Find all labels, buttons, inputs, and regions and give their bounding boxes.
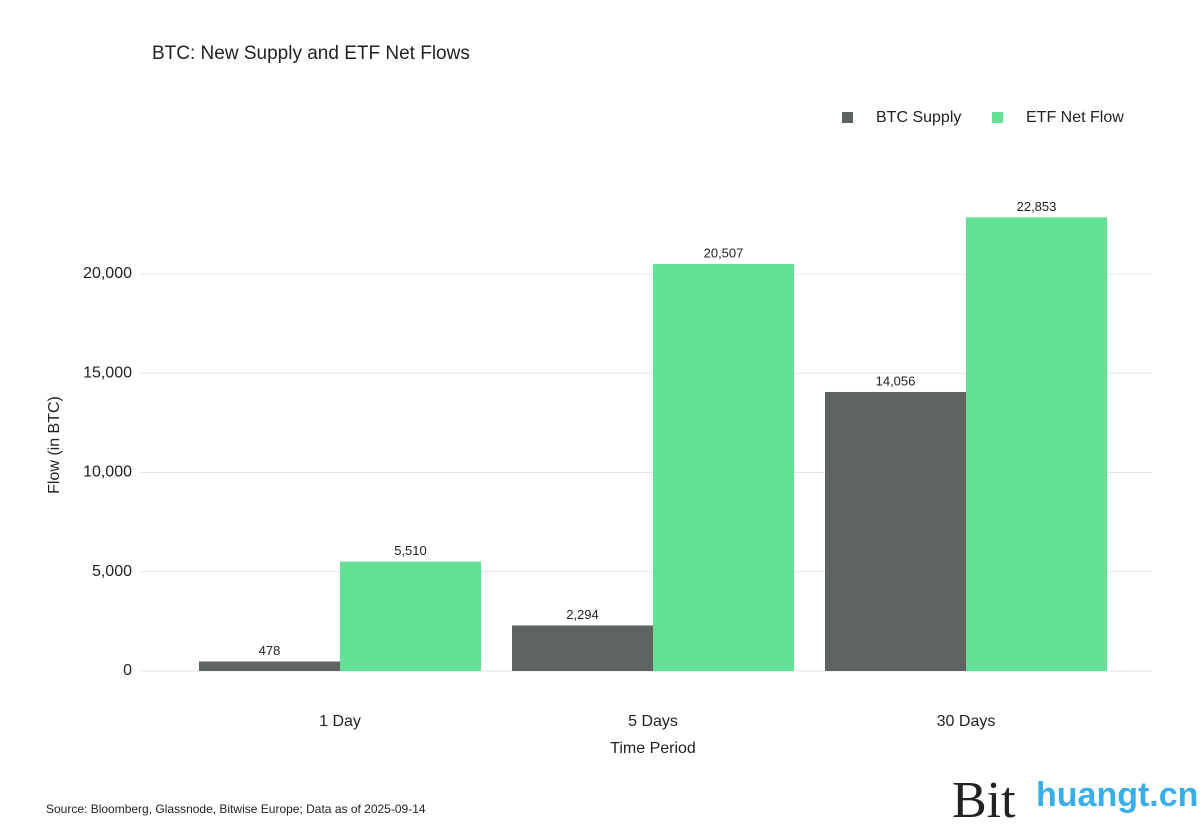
x-tick-label: 30 Days bbox=[937, 713, 996, 730]
watermark: huangt.cn bbox=[1036, 776, 1198, 814]
legend-label: BTC Supply bbox=[876, 109, 961, 126]
y-tick-label: 15,000 bbox=[83, 364, 132, 381]
x-tick-label: 5 Days bbox=[628, 713, 678, 730]
data-label: 14,056 bbox=[876, 373, 916, 388]
x-tick-label: 1 Day bbox=[319, 713, 361, 730]
data-label: 22,853 bbox=[1017, 199, 1057, 214]
bar bbox=[825, 391, 966, 671]
bar bbox=[512, 625, 653, 671]
y-tick-label: 20,000 bbox=[83, 265, 132, 282]
legend-swatch bbox=[842, 112, 853, 123]
y-tick-label: 0 bbox=[123, 662, 132, 679]
bar bbox=[340, 561, 481, 671]
chart-title: BTC: New Supply and ETF Net Flows bbox=[152, 43, 470, 64]
data-label: 2,294 bbox=[566, 607, 599, 622]
bar bbox=[199, 661, 340, 671]
legend-label: ETF Net Flow bbox=[1026, 109, 1124, 126]
logo: Bit bbox=[952, 772, 1016, 829]
y-tick-label: 10,000 bbox=[83, 464, 132, 481]
legend-swatch bbox=[992, 112, 1003, 123]
x-axis-label: Time Period bbox=[610, 740, 696, 757]
data-label: 20,507 bbox=[704, 245, 744, 260]
y-axis-label: Flow (in BTC) bbox=[46, 396, 63, 494]
bar bbox=[966, 217, 1107, 671]
data-label: 5,510 bbox=[394, 543, 427, 558]
bar bbox=[653, 263, 794, 671]
y-tick-label: 5,000 bbox=[92, 563, 132, 580]
data-label: 478 bbox=[259, 643, 281, 658]
source-note: Source: Bloomberg, Glassnode, Bitwise Eu… bbox=[46, 802, 426, 816]
